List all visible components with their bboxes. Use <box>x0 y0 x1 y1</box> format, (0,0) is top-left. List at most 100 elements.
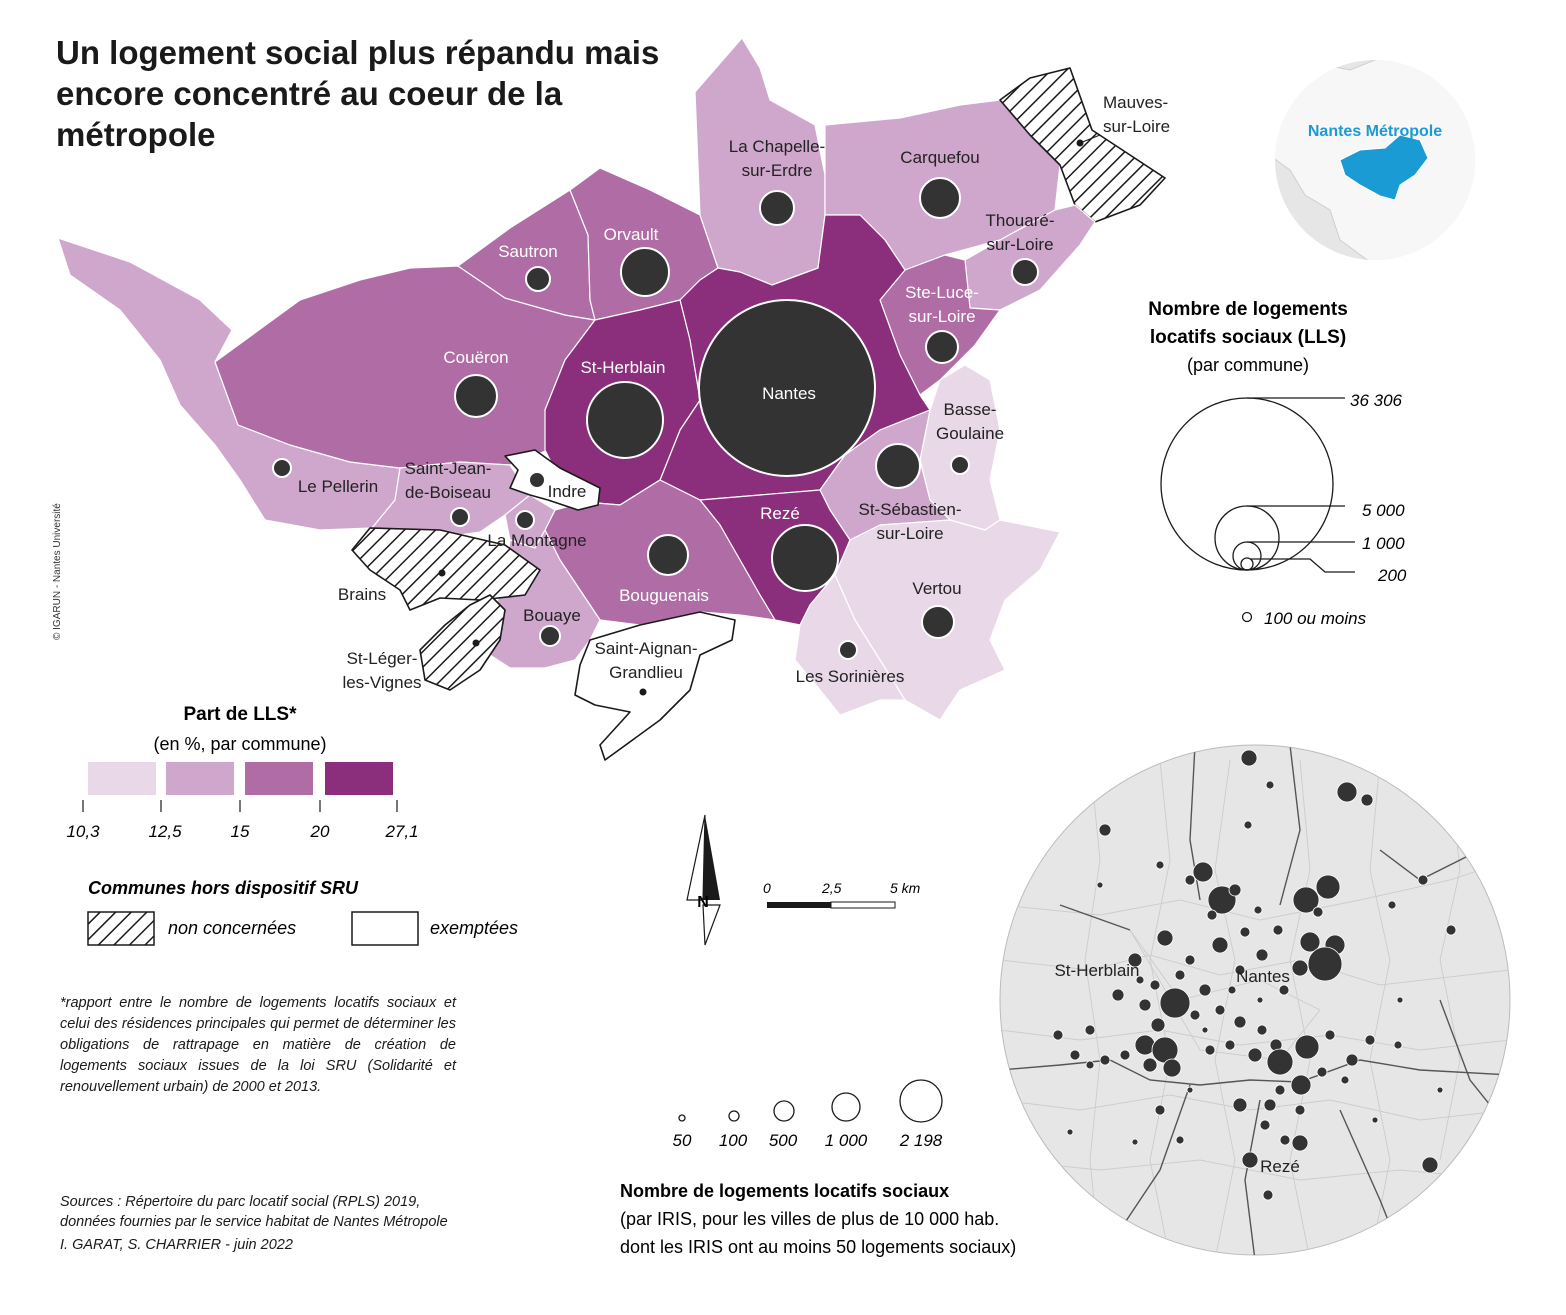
lls-legend-title-2: locatifs sociaux (LLS) <box>1150 327 1346 348</box>
lls-legend-value-200: 200 <box>1377 566 1407 585</box>
iris-bubble <box>1150 1017 1166 1033</box>
label-saint-aignan-2: Grandlieu <box>609 663 683 682</box>
iris-legend-value-2198: 2 198 <box>899 1131 943 1150</box>
bubble-chapelle <box>759 190 795 226</box>
bubble-sorinieres <box>838 640 858 660</box>
bubble-indre <box>528 471 546 489</box>
commune-labels: Mauves- sur-Loire La Chapelle- sur-Erdre… <box>298 93 1170 692</box>
iris-bubble <box>1232 1097 1248 1113</box>
part-class-1 <box>88 762 156 795</box>
iris-bubble <box>1445 924 1457 936</box>
iris-bubble <box>1099 1054 1111 1066</box>
iris-bubble <box>1266 1048 1294 1076</box>
sru-swatch-non-concernees <box>87 911 155 946</box>
iris-bubble <box>1098 823 1112 837</box>
iris-bubble <box>1184 954 1196 966</box>
bubble-sautron <box>525 266 551 292</box>
iris-bubble <box>1184 874 1196 886</box>
bubble-st-herblain <box>586 381 664 459</box>
iris-bubble <box>1324 1029 1336 1041</box>
iris-legend-value-1000: 1 000 <box>825 1131 868 1150</box>
lls-leader-200 <box>1250 558 1355 573</box>
label-le-pellerin: Le Pellerin <box>298 477 378 496</box>
iris-legend-circle-50 <box>678 1114 686 1122</box>
iris-bubble <box>1156 929 1174 947</box>
sources-line-1: Sources : Répertoire du parc locatif soc… <box>60 1194 421 1210</box>
label-mauves-2: sur-Loire <box>1103 117 1170 136</box>
iris-legend-circle-500 <box>773 1100 795 1122</box>
part-class-4 <box>325 762 393 795</box>
part-break-1: 10,3 <box>66 822 100 841</box>
lls-legend: Nombre de logements locatifs sociaux (LL… <box>1148 299 1407 628</box>
iris-bubble <box>1155 860 1165 870</box>
iris-bubble <box>1239 926 1251 938</box>
iris-bubble <box>1201 1026 1209 1034</box>
part-break-3: 15 <box>231 822 250 841</box>
iris-bubble <box>1274 1084 1286 1096</box>
label-bouguenais: Bouguenais <box>619 586 709 605</box>
iris-legend-circle-2198 <box>899 1079 943 1123</box>
part-legend-title: Part de LLS* <box>184 704 298 725</box>
commune-saint-aignan-grandlieu <box>574 611 736 761</box>
lls-legend-circle-200 <box>1240 557 1254 571</box>
iris-bubble <box>1294 1104 1306 1116</box>
bubble-coueron <box>454 374 498 418</box>
credit: I. GARAT, S. CHARRIER - juin 2022 <box>60 1237 293 1253</box>
iris-legend-circle-100 <box>728 1110 740 1122</box>
iris-bubble <box>1131 1138 1139 1146</box>
iris-bubble <box>1387 900 1397 910</box>
sru-swatch-exemptees <box>351 911 419 946</box>
label-sautron: Sautron <box>498 242 558 261</box>
lls-legend-circle-min <box>1241 611 1253 623</box>
iris-bubble <box>1371 1116 1379 1124</box>
commune-indre <box>504 449 601 511</box>
bubble-bouguenais <box>647 534 689 576</box>
north-label: N <box>697 894 709 911</box>
iris-bubble <box>1360 793 1374 807</box>
iris-bubble <box>1159 987 1191 1019</box>
label-chapelle: La Chapelle- <box>729 137 825 156</box>
label-saint-aignan: Saint-Aignan- <box>594 639 697 658</box>
iris-bubble <box>1345 1053 1359 1067</box>
bubble-ste-luce <box>925 330 959 364</box>
dot-saint-aignan <box>639 688 647 696</box>
bubble-saint-jean <box>450 507 470 527</box>
sru-legend: Communes hors dispositif SRU non concern… <box>87 878 518 946</box>
iris-bubble <box>1085 1060 1095 1070</box>
label-basse-goulaine-2: Goulaine <box>936 424 1004 443</box>
label-ste-luce-2: sur-Loire <box>908 307 975 326</box>
locator-map: Nantes Métropole <box>1275 60 1475 260</box>
label-indre: Indre <box>548 482 587 501</box>
iris-bubble <box>1279 1134 1291 1146</box>
bubble-montagne <box>515 510 535 530</box>
lls-legend-circle-5000 <box>1214 505 1280 571</box>
iris-bubble <box>1421 1156 1439 1174</box>
label-st-sebastien: St-Sébastien- <box>859 500 962 519</box>
iris-bubble <box>1227 985 1237 995</box>
iris-legend-sub-1: (par IRIS, pour les villes de plus de 10… <box>620 1209 999 1229</box>
part-break-4: 20 <box>310 822 330 841</box>
label-st-sebastien-2: sur-Loire <box>876 524 943 543</box>
iris-bubble <box>1233 1015 1247 1029</box>
bubble-reze <box>771 524 839 592</box>
label-leaders <box>1079 134 1101 144</box>
iris-bubble <box>1340 1075 1350 1085</box>
label-nantes: Nantes <box>762 384 816 403</box>
lls-bubbles-layer <box>272 177 1039 660</box>
sru-legend-title: Communes hors dispositif SRU <box>88 878 359 898</box>
inset-label-reze: Rezé <box>1260 1157 1300 1176</box>
lls-legend-value-min: 100 ou moins <box>1264 609 1367 628</box>
iris-inset-map: St-Herblain Nantes Rezé <box>999 744 1511 1256</box>
commune-thouare-sur-loire <box>964 204 1096 311</box>
bubble-bouaye <box>539 625 561 647</box>
iris-bubble <box>1291 959 1309 977</box>
label-basse-goulaine: Basse- <box>944 400 997 419</box>
label-saint-jean-2: de-Boiseau <box>405 483 491 502</box>
iris-bubble <box>1186 1086 1194 1094</box>
north-arrow-tail <box>702 904 721 946</box>
label-saint-jean: Saint-Jean- <box>405 459 492 478</box>
label-brains: Brains <box>338 585 386 604</box>
iris-bubble <box>1253 905 1263 915</box>
iris-bubble <box>1315 874 1341 900</box>
part-break-2: 12,5 <box>148 822 182 841</box>
